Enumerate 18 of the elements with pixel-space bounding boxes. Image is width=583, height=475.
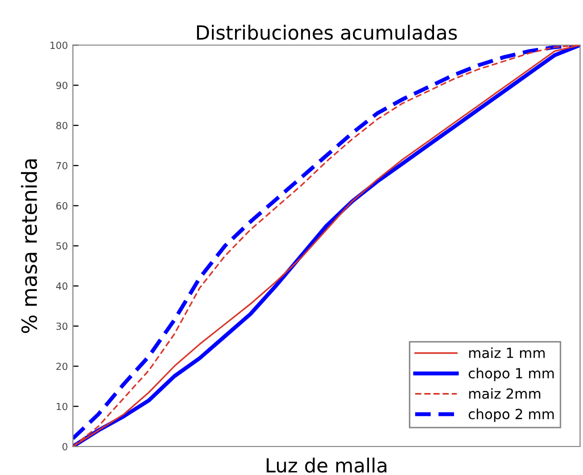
- chart-title: Distribuciones acumuladas: [197, 24, 457, 40]
- y-tick-label: 50: [56, 242, 68, 250]
- y-tick-label: 60: [56, 202, 68, 210]
- legend-label: chopo 1 mm: [468, 368, 554, 382]
- y-tick-label: 20: [56, 362, 68, 370]
- y-tick-label: 0: [62, 442, 68, 450]
- legend-label: maiz 2mm: [469, 388, 540, 399]
- y-axis-title: % masa retenida: [20, 159, 38, 333]
- y-tick-label: 10: [56, 402, 68, 410]
- y-tick-label: 40: [56, 282, 68, 290]
- y-tick-label: 100: [50, 42, 68, 49]
- x-axis-title: Luz de malla: [266, 458, 386, 473]
- legend-label: maiz 1 mm: [469, 347, 545, 358]
- legend-label: chopo 2 mm: [468, 408, 554, 422]
- y-tick-label: 90: [56, 82, 68, 90]
- y-tick-label: 80: [56, 122, 68, 130]
- y-tick-label: 30: [56, 322, 68, 330]
- y-tick-label: 70: [56, 162, 68, 170]
